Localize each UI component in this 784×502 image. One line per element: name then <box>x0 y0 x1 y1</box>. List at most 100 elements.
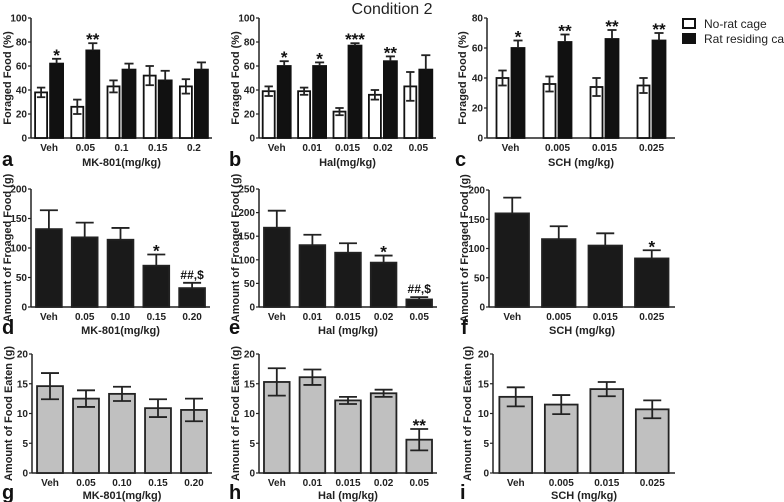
panel-h: 0 5 10 15 20 Veh 0.01 0.015 0.02 0.05 ** Hal (mg/kg… <box>229 346 437 502</box>
y-tick-label: 10 <box>244 409 256 420</box>
bar-rat-residing-cage-Veh <box>49 62 64 139</box>
x-tick-label: 0.05 <box>409 478 429 489</box>
x-axis-title: MK-801(mg/kg) <box>83 490 162 502</box>
significance-marker: ##,$ <box>408 282 432 296</box>
y-tick-label: 100 <box>238 14 255 25</box>
bar-rat-residing-cage-0.15 <box>157 79 173 139</box>
y-tick-label: 20 <box>16 110 28 121</box>
bar-foraged-0.015 <box>334 251 362 308</box>
panel-letter: h <box>229 482 241 502</box>
y-tick-label: 100 <box>468 244 485 255</box>
x-tick-label: 0.025 <box>640 478 665 489</box>
x-tick-label: 0.015 <box>335 143 360 154</box>
bar-rat-residing-cage-0.005 <box>557 41 573 139</box>
y-axis-title: Foraged Food (%) <box>457 31 469 125</box>
bar-no-rat-cage-Veh <box>34 91 48 139</box>
panel-letter: i <box>460 482 466 502</box>
bar-eaten-Veh <box>36 385 64 474</box>
y-tick-label: 0 <box>479 303 485 314</box>
bar-foraged-0.15 <box>142 264 171 308</box>
panel-letter: d <box>2 317 14 339</box>
y-tick-label: 40 <box>16 86 28 97</box>
bar-foraged-Veh <box>263 226 291 308</box>
significance-marker: * <box>380 243 387 262</box>
bar-foraged-0.10 <box>106 238 135 308</box>
bar-foraged-0.01 <box>298 244 327 308</box>
y-tick-label: 20 <box>244 110 256 121</box>
y-tick-label: 100 <box>10 244 27 255</box>
y-tick-label: 200 <box>238 208 255 219</box>
y-tick-label: 0 <box>21 303 27 314</box>
figure-title: Condition 2 <box>352 1 433 18</box>
y-tick-label: 80 <box>472 14 484 25</box>
x-tick-label: 0.1 <box>115 143 129 154</box>
y-axis-title: Amount of Froaged Food (g) <box>459 174 471 323</box>
panel-letter: b <box>229 149 241 171</box>
legend-label-no-rat: No-rat cage <box>704 17 767 31</box>
bar-eaten-Veh <box>263 381 291 474</box>
significance-marker: * <box>648 237 655 256</box>
x-tick-label: 0.10 <box>112 478 132 489</box>
y-tick-label: 20 <box>244 350 256 361</box>
bar-foraged-0.025 <box>634 257 670 308</box>
bar-rat-residing-cage-0.02 <box>382 60 398 139</box>
x-tick-label: 0.015 <box>593 312 618 323</box>
significance-marker: ** <box>384 43 398 62</box>
y-tick-label: 150 <box>468 215 485 226</box>
x-tick-label: 0.005 <box>546 312 571 323</box>
legend-label-rat: Rat residing cage <box>704 32 784 46</box>
x-tick-label: Veh <box>268 312 286 323</box>
bar-foraged-0.015 <box>587 244 623 308</box>
panel-c: 0 20 40 60 80 Veh * 0.005 ** 0.015 ** 0.025 ** SCH (m… <box>455 14 675 171</box>
significance-marker: * <box>316 49 323 68</box>
significance-marker: * <box>153 241 160 260</box>
x-tick-label: 0.015 <box>594 478 619 489</box>
panel-letter: c <box>455 149 466 171</box>
bar-eaten-0.015 <box>589 388 625 474</box>
bar-rat-residing-cage-0.01 <box>312 65 328 139</box>
bar-foraged-0.005 <box>541 238 577 308</box>
significance-marker: ** <box>605 17 619 36</box>
bar-rat-residing-cage-Veh <box>276 65 292 139</box>
y-tick-label: 0 <box>483 469 489 480</box>
x-tick-label: 0.015 <box>335 312 360 323</box>
x-tick-label: 0.02 <box>374 312 394 323</box>
significance-marker: ** <box>652 20 666 39</box>
panel-e: 0 50 100 150 200 250 Veh 0.01 0.015 0.02 * 0.05 ##,$… <box>229 173 437 339</box>
significance-marker: * <box>281 48 288 67</box>
significance-marker: *** <box>345 30 365 49</box>
x-tick-label: 0.015 <box>335 478 360 489</box>
x-axis-title: Hal(mg/kg) <box>319 157 376 169</box>
y-tick-label: 80 <box>244 38 256 49</box>
y-axis-title: Amount of Food Eaten (g) <box>230 346 242 481</box>
panel-letter: f <box>461 317 468 339</box>
y-tick-label: 100 <box>10 14 27 25</box>
panel-letter: a <box>2 149 14 171</box>
panel-i: 0 5 10 15 20 Veh 0.005 0.015 0.025 SCH (mg/kg) Amo… <box>460 346 675 502</box>
panel-b: 0 20 40 60 80 100 Veh * 0.01 * 0.015 *** 0.02 ** 0.05 H… <box>229 14 436 171</box>
bar-rat-residing-cage-Veh <box>510 47 526 139</box>
bar-eaten-0.10 <box>108 392 136 474</box>
y-tick-label: 200 <box>468 186 485 197</box>
x-axis-title: SCH (mg/kg) <box>549 325 615 337</box>
x-tick-label: Veh <box>502 143 520 154</box>
x-axis-title: SCH (mg/kg) <box>548 157 614 169</box>
bar-no-rat-cage-Veh <box>495 77 510 139</box>
bar-eaten-0.15 <box>144 407 172 474</box>
x-tick-label: 0.20 <box>184 478 204 489</box>
x-tick-label: 0.025 <box>639 143 664 154</box>
legend: No-rat cage Rat residing cage <box>682 17 784 46</box>
bar-foraged-0.20 <box>178 287 206 308</box>
bar-rat-residing-cage-0.1 <box>121 68 137 139</box>
bar-rat-residing-cage-0.05 <box>85 49 101 139</box>
y-tick-label: 0 <box>249 134 255 145</box>
x-tick-label: 0.20 <box>182 312 202 323</box>
panel-d: 0 50 100 150 200 Veh 0.05 0.10 0.15 * 0.20 ##,$ MK-8… <box>2 173 210 339</box>
bar-foraged-0.02 <box>369 261 398 308</box>
y-tick-label: 150 <box>238 232 255 243</box>
y-axis-title: Amount of Food Eaten (g) <box>3 346 15 481</box>
y-tick-label: 0 <box>249 303 255 314</box>
y-tick-label: 10 <box>478 409 490 420</box>
x-tick-label: 0.2 <box>187 143 201 154</box>
bar-rat-residing-cage-0.2 <box>193 68 209 139</box>
